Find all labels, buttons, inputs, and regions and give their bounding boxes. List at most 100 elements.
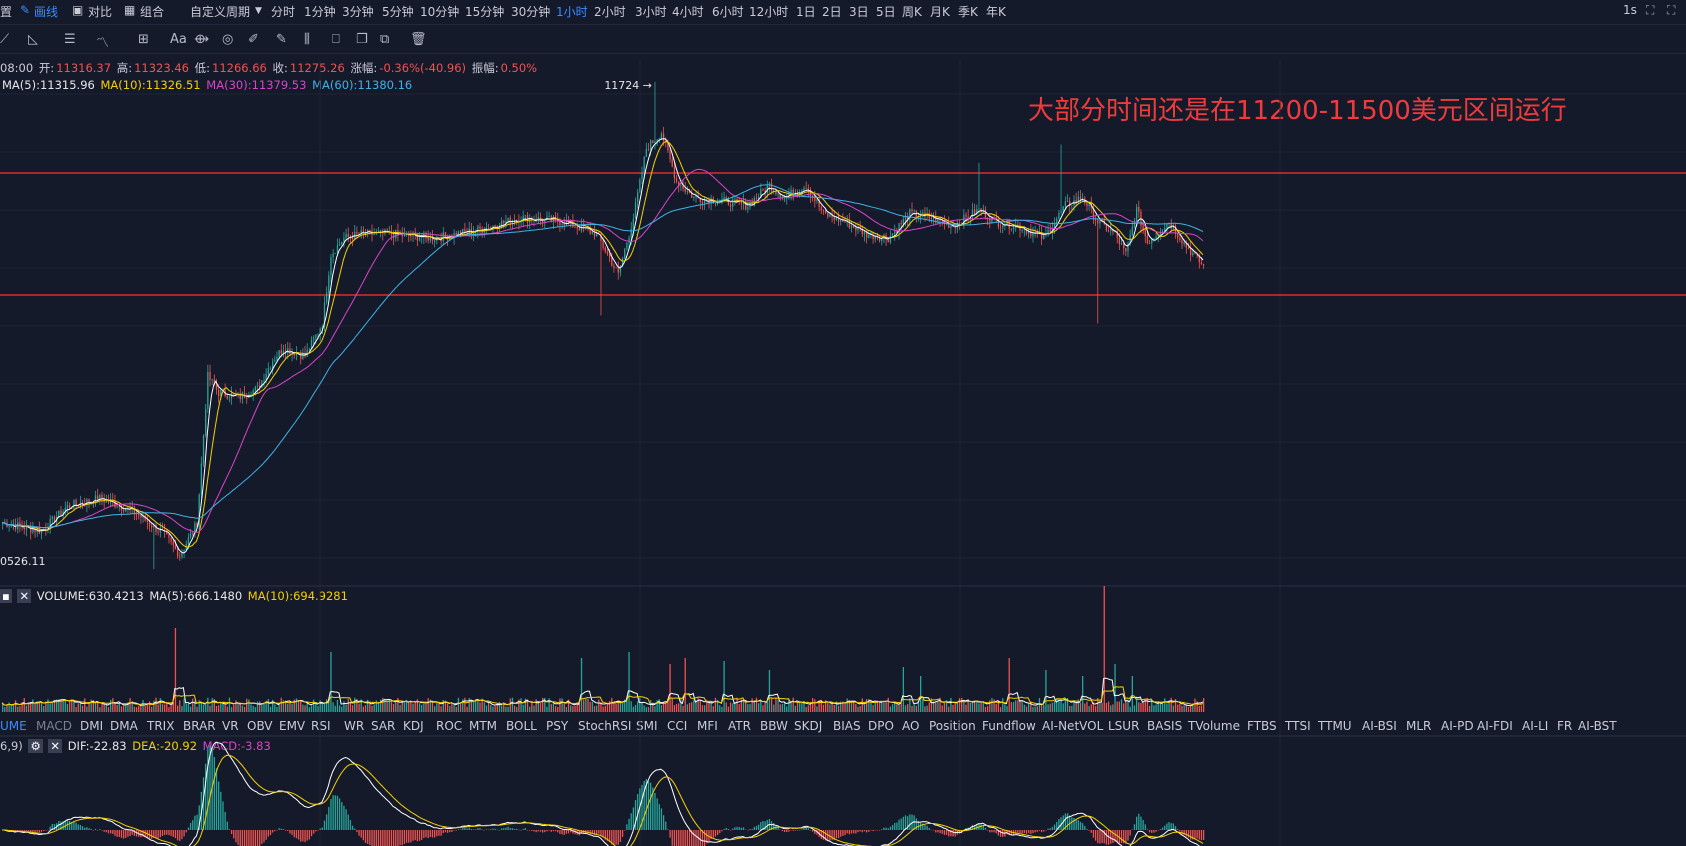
draw-line-button[interactable]: 画线 xyxy=(34,5,59,19)
candle-body-197 xyxy=(427,235,429,241)
indicator-tab-16[interactable]: PSY xyxy=(546,719,569,733)
period-1[interactable]: 1分钟 xyxy=(304,5,336,19)
period-9[interactable]: 3小时 xyxy=(635,5,667,19)
indicator-tab-27[interactable]: Position xyxy=(929,719,976,733)
indicator-tab-39[interactable]: AI-FDI xyxy=(1477,719,1513,733)
indicator-tab-14[interactable]: MTM xyxy=(469,719,498,733)
period-13[interactable]: 1日 xyxy=(796,5,816,19)
indicator-tab-31[interactable]: BASIS xyxy=(1147,719,1183,733)
macd-bar-31 xyxy=(68,820,71,830)
indicator-tab-21[interactable]: ATR xyxy=(728,719,751,733)
indicator-tab-42[interactable]: AI-BST xyxy=(1578,719,1617,733)
indicator-tab-25[interactable]: DPO xyxy=(868,719,894,733)
indicator-tab-17[interactable]: StochRSI xyxy=(578,719,632,733)
wave-tool-icon[interactable]: 〽 xyxy=(96,36,110,51)
period-19[interactable]: 季K xyxy=(958,5,978,19)
macd-close-icon[interactable]: ✕ xyxy=(48,739,63,753)
macd-settings-icon[interactable]: ⚙ xyxy=(28,739,43,753)
period-8[interactable]: 2小时 xyxy=(594,5,626,19)
measure-tool-icon[interactable]: ⫼ xyxy=(304,32,310,47)
indicator-tab-10[interactable]: WR xyxy=(344,719,365,733)
indicator-tab-38[interactable]: AI-PD xyxy=(1441,719,1474,733)
indicator-tab-7[interactable]: OBV xyxy=(247,719,273,733)
period-5[interactable]: 15分钟 xyxy=(465,5,505,19)
indicator-tab-33[interactable]: FTBS xyxy=(1247,719,1277,733)
indicator-tab-12[interactable]: KDJ xyxy=(403,719,424,733)
indicator-tab-19[interactable]: CCI xyxy=(667,719,688,733)
indicator-tab-4[interactable]: TRIX xyxy=(147,719,175,733)
indicator-tab-41[interactable]: FR xyxy=(1557,719,1573,733)
indicator-tab-29[interactable]: AI-NetVOL xyxy=(1042,719,1104,733)
indicator-tab-24[interactable]: BIAS xyxy=(833,719,861,733)
indicator-tab-0[interactable]: UME xyxy=(0,719,27,733)
period-16[interactable]: 5日 xyxy=(876,5,896,19)
pattern-tool-icon[interactable]: ⟴ xyxy=(194,32,210,47)
indicator-tab-6[interactable]: VR xyxy=(222,719,239,733)
indicator-tab-40[interactable]: AI-LI xyxy=(1522,719,1549,733)
toolbar-left-0[interactable]: 置 xyxy=(0,5,13,19)
chevron-down-icon[interactable]: ▼ xyxy=(255,6,262,16)
period-0[interactable]: 分时 xyxy=(271,5,296,19)
text-tool-icon[interactable]: Aa xyxy=(170,32,187,47)
screenshot-icon[interactable]: ⧉ xyxy=(380,32,390,47)
expand-icon[interactable]: ⛶ xyxy=(1667,3,1676,17)
compare-icon[interactable]: ▣ xyxy=(72,3,84,17)
combine-icon[interactable]: ▦ xyxy=(124,3,136,17)
indicator-tab-9[interactable]: RSI xyxy=(311,719,331,733)
indicator-tab-36[interactable]: AI-BSI xyxy=(1362,719,1397,733)
period-17[interactable]: 周K xyxy=(902,5,922,19)
draw-line-icon[interactable]: ✎ xyxy=(20,3,31,17)
indicator-tab-22[interactable]: BBW xyxy=(760,719,788,733)
close-icon[interactable]: ✕ xyxy=(17,589,32,603)
indicator-tab-13[interactable]: ROC xyxy=(436,719,463,733)
period-7[interactable]: 1小时 xyxy=(556,5,588,19)
interval-selector[interactable]: 1s xyxy=(1623,3,1637,17)
indicator-tab-34[interactable]: TTSI xyxy=(1285,719,1311,733)
brush-tool-icon[interactable]: ✎ xyxy=(276,32,287,47)
macd-bar-377 xyxy=(816,830,818,835)
indicator-tab-32[interactable]: TVolume xyxy=(1188,719,1240,733)
compare-button[interactable]: 对比 xyxy=(88,5,113,19)
period-11[interactable]: 6小时 xyxy=(712,5,744,19)
fullscreen-icon[interactable]: ⛶ xyxy=(1646,3,1655,17)
period-4[interactable]: 10分钟 xyxy=(420,5,460,19)
indicator-tab-28[interactable]: Fundflow xyxy=(982,719,1036,733)
line-tool-icon[interactable]: ⟋ xyxy=(0,32,10,47)
indicator-tab-23[interactable]: SKDJ xyxy=(794,719,823,733)
indicator-tab-37[interactable]: MLR xyxy=(1406,719,1432,733)
period-6[interactable]: 30分钟 xyxy=(511,5,551,19)
period-3[interactable]: 5分钟 xyxy=(382,5,414,19)
indicator-tab-2[interactable]: DMI xyxy=(80,719,104,733)
ray-tool-icon[interactable]: ◺ xyxy=(28,32,38,47)
indicator-tab-26[interactable]: AO xyxy=(902,719,920,733)
indicator-tab-18[interactable]: SMI xyxy=(636,719,658,733)
indicator-tab-5[interactable]: BRAR xyxy=(183,719,216,733)
custom-period-dropdown[interactable]: 自定义周期 xyxy=(190,5,251,19)
period-10[interactable]: 4小时 xyxy=(672,5,704,19)
combine-button[interactable]: 组合 xyxy=(140,5,165,19)
period-18[interactable]: 月K xyxy=(930,5,950,19)
indicator-tab-3[interactable]: DMA xyxy=(110,719,138,733)
settings-icon[interactable]: ▪ xyxy=(0,589,12,603)
indicator-tab-15[interactable]: BOLL xyxy=(506,719,537,733)
parallel-tool-icon[interactable]: ☰ xyxy=(64,32,76,47)
ruler-tool-icon[interactable]: ✐ xyxy=(248,32,259,47)
indicator-tab-20[interactable]: MFI xyxy=(697,719,718,733)
volume-bar-441 xyxy=(954,702,956,712)
indicator-tab-11[interactable]: SAR xyxy=(371,719,396,733)
period-20[interactable]: 年K xyxy=(986,5,1006,19)
period-2[interactable]: 3分钟 xyxy=(342,5,374,19)
period-12[interactable]: 12小时 xyxy=(749,5,789,19)
grid-tool-icon[interactable]: ⊞ xyxy=(138,32,149,47)
fib-tool-icon[interactable]: ◎ xyxy=(222,32,234,47)
indicator-tab-8[interactable]: EMV xyxy=(279,719,306,733)
indicator-tab-1[interactable]: MACD xyxy=(36,719,72,733)
period-14[interactable]: 2日 xyxy=(822,5,842,19)
lock-icon[interactable]: ⎕ xyxy=(332,32,340,47)
indicator-tab-35[interactable]: TTMU xyxy=(1318,719,1352,733)
period-15[interactable]: 3日 xyxy=(849,5,869,19)
copy-icon[interactable]: ❐ xyxy=(356,32,368,47)
volume-bar-295 xyxy=(639,697,641,712)
indicator-tab-30[interactable]: LSUR xyxy=(1108,719,1140,733)
trash-icon[interactable]: 🗑 xyxy=(410,32,427,47)
